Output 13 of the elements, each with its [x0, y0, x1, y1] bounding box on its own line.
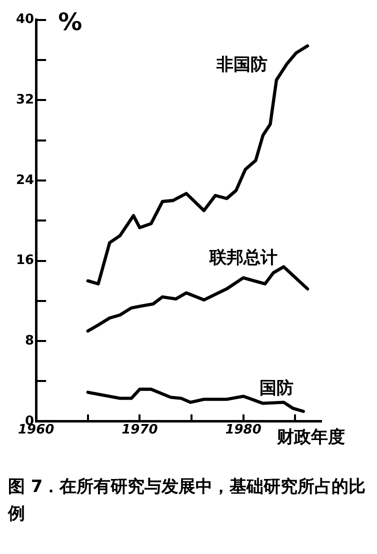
series-label: 非国防	[216, 54, 268, 75]
y-tick-label: 8	[25, 333, 34, 348]
y-axis-title: %	[58, 8, 82, 36]
y-tick-label: 40	[16, 12, 34, 28]
y-tick-label: 24	[16, 172, 34, 188]
caption: 图 7．在所有研究与发展中，基础研究所占的比例	[8, 476, 367, 526]
y-tick-label: 32	[16, 92, 34, 108]
x-tick-label: 1980	[225, 422, 262, 438]
series-label: 联邦总计	[208, 248, 278, 268]
series-label: 国防	[259, 378, 294, 398]
x-axis-title: 财政年度	[276, 427, 345, 448]
x-tick-label: 1970	[122, 422, 158, 438]
y-tick-label: 16	[16, 253, 34, 268]
